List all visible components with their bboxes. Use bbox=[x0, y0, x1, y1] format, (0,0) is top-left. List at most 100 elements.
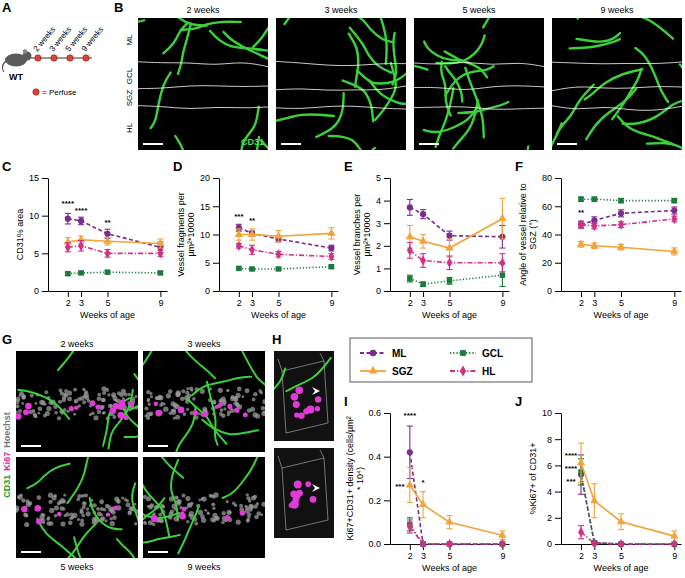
ki67-cell bbox=[129, 401, 134, 406]
x-tick: 3 bbox=[421, 291, 426, 308]
ki67-cell bbox=[294, 412, 299, 417]
error-bar bbox=[65, 243, 71, 252]
y-tick: 2 bbox=[376, 241, 390, 251]
vessel bbox=[207, 382, 218, 445]
error-bar bbox=[420, 210, 426, 219]
image-title: 3 weeks bbox=[187, 339, 221, 349]
nucleus bbox=[48, 500, 52, 504]
y-tick-label: 0 bbox=[376, 286, 381, 296]
nucleus bbox=[227, 413, 230, 416]
layer-boundary bbox=[414, 63, 544, 67]
nucleus bbox=[18, 409, 22, 413]
point bbox=[499, 258, 505, 268]
series bbox=[65, 269, 164, 276]
vessel bbox=[321, 148, 375, 150]
nucleus bbox=[218, 388, 223, 393]
vessel bbox=[617, 18, 673, 39]
nucleus bbox=[96, 507, 100, 511]
nucleus bbox=[58, 400, 62, 404]
x-tick: 2 bbox=[237, 291, 242, 308]
nucleus bbox=[148, 402, 151, 405]
figure: A2 weeks3 weeks5 weeks9 weeksWT= Perfuse… bbox=[0, 0, 685, 578]
error-bar-cap bbox=[249, 240, 255, 241]
nucleus bbox=[213, 492, 218, 497]
y-tick: 4 bbox=[547, 487, 561, 497]
nucleus bbox=[101, 516, 105, 520]
error-bar-cap bbox=[407, 281, 413, 282]
panel-g: 2 weeks3 weeks5 weeks9 weeksCD31Ki67Hoec… bbox=[2, 317, 282, 578]
error-bar-cap bbox=[65, 213, 71, 214]
nucleus bbox=[49, 521, 54, 526]
nucleus bbox=[260, 391, 263, 394]
point bbox=[236, 241, 242, 251]
series bbox=[406, 198, 507, 257]
vessel bbox=[445, 66, 462, 101]
nucleus bbox=[107, 393, 110, 396]
vessel bbox=[158, 18, 207, 26]
y-tick: 10 bbox=[542, 408, 561, 418]
y-tick-mark bbox=[384, 291, 390, 292]
nucleus bbox=[249, 508, 253, 512]
micrograph bbox=[414, 18, 544, 150]
nucleus bbox=[221, 511, 225, 515]
x-axis: 2359 bbox=[220, 291, 339, 308]
point bbox=[671, 214, 677, 224]
y-tick-label: 40 bbox=[542, 230, 552, 240]
nucleus bbox=[230, 397, 235, 402]
nucleus bbox=[16, 404, 20, 408]
series bbox=[578, 196, 677, 203]
nucleus bbox=[86, 507, 89, 510]
nucleus bbox=[16, 410, 18, 413]
nucleus bbox=[57, 416, 61, 420]
nucleus bbox=[134, 395, 137, 398]
series bbox=[578, 526, 677, 548]
series bbox=[65, 241, 164, 259]
error-bar-cap bbox=[618, 529, 624, 530]
x-tick-mark bbox=[450, 291, 451, 297]
error-bar-cap bbox=[447, 515, 453, 516]
vessel bbox=[124, 409, 138, 452]
nucleus bbox=[185, 391, 189, 395]
point bbox=[577, 240, 585, 247]
nucleus bbox=[204, 509, 207, 512]
x-tick-mark bbox=[279, 291, 280, 297]
scale-bar bbox=[143, 143, 163, 145]
y-tick-label: 0.6 bbox=[368, 408, 381, 418]
y-axis-title: %Ki67+ of CD31+ bbox=[528, 442, 538, 514]
scale-bar bbox=[419, 143, 439, 145]
nucleus bbox=[62, 499, 66, 503]
error-bar-cap bbox=[671, 206, 677, 207]
x-axis-title: Weeks of age bbox=[594, 563, 649, 573]
nucleus bbox=[60, 391, 64, 395]
point bbox=[590, 241, 598, 248]
error-bar bbox=[407, 520, 413, 533]
y-axis-title: CD31% area bbox=[15, 209, 25, 261]
nucleus bbox=[253, 392, 257, 396]
y-tick-label: 10 bbox=[542, 408, 552, 418]
vessel bbox=[286, 358, 330, 391]
nucleus bbox=[24, 522, 29, 527]
scale-bar bbox=[148, 445, 168, 447]
error-bar bbox=[671, 207, 677, 214]
y-tick-mark bbox=[213, 263, 219, 264]
point bbox=[447, 539, 453, 548]
series bbox=[65, 213, 164, 252]
nucleus bbox=[126, 502, 131, 507]
nucleus bbox=[124, 392, 128, 396]
point bbox=[158, 270, 163, 275]
nucleus bbox=[35, 415, 38, 418]
vessel bbox=[276, 114, 334, 121]
nucleus bbox=[221, 521, 225, 525]
x-tick: 9 bbox=[329, 291, 334, 308]
error-bar-cap bbox=[276, 230, 282, 231]
y-axis-line bbox=[219, 179, 220, 292]
x-tick-mark bbox=[594, 291, 595, 297]
nucleus bbox=[261, 502, 265, 507]
micrograph bbox=[276, 18, 406, 150]
error-bar-cap bbox=[618, 209, 624, 210]
significance: *** bbox=[395, 482, 405, 491]
x-tick-mark bbox=[423, 291, 424, 297]
nucleus bbox=[128, 393, 131, 396]
series bbox=[577, 443, 679, 541]
nucleus bbox=[47, 516, 50, 519]
